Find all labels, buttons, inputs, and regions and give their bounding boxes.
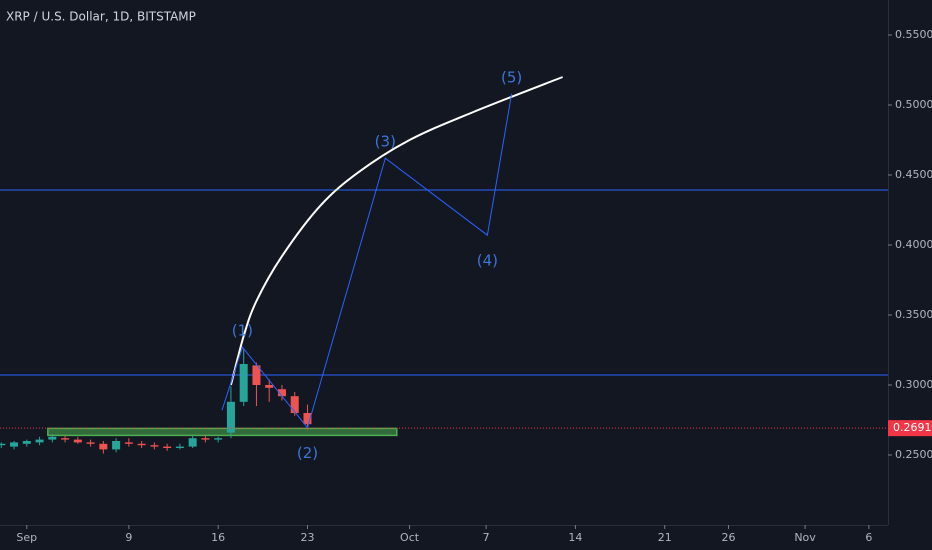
last-price-box: [888, 420, 932, 437]
x-tick-label: 7: [483, 531, 490, 544]
wave-label: (2): [297, 444, 318, 462]
candle-body: [99, 443, 108, 450]
arc: [229, 76, 564, 386]
candle-body: [35, 439, 44, 443]
candle-body: [112, 441, 121, 450]
candle-body: [150, 445, 159, 447]
y-tick-label: 0.55000: [895, 28, 932, 41]
candle-body: [290, 396, 299, 413]
candle-body: [188, 438, 197, 447]
candle-body: [303, 413, 312, 425]
candle-body: [175, 446, 184, 448]
x-tick-label: 26: [722, 531, 736, 544]
candle-body: [265, 385, 274, 388]
last-price-label: 0.26917: [893, 421, 932, 434]
candle-body: [86, 442, 95, 444]
candle-body: [277, 389, 286, 397]
candle-body: [214, 438, 223, 440]
x-tick-label: 14: [568, 531, 582, 544]
candle-body: [201, 438, 210, 440]
candle-body: [252, 365, 261, 385]
wave-path: [221, 93, 513, 429]
candle-body: [22, 441, 31, 444]
wave-label: (3): [375, 133, 396, 151]
candle-body: [137, 443, 146, 446]
wave-label: (4): [477, 252, 498, 270]
x-tick-label: 21: [658, 531, 672, 544]
candle-body: [48, 436, 57, 440]
candle-body: [124, 442, 133, 444]
x-tick-label: Nov: [794, 531, 816, 544]
candle-body: [163, 446, 172, 448]
candle-body: [239, 364, 248, 402]
x-tick-label: 9: [125, 531, 132, 544]
x-tick-label: 16: [211, 531, 225, 544]
support-zone: [47, 427, 398, 437]
x-tick-label: Sep: [16, 531, 37, 544]
candle-body: [0, 443, 6, 446]
candle-body: [10, 442, 19, 447]
wave-label: (1): [232, 322, 253, 340]
wave-label: (5): [501, 68, 522, 86]
x-tick-label: 23: [300, 531, 314, 544]
x-tick-label: Oct: [400, 531, 420, 544]
x-tick-label: 6: [865, 531, 872, 544]
candle-body: [61, 438, 70, 440]
chart-title: XRP / U.S. Dollar, 1D, BITSTAMP: [6, 10, 196, 24]
candle-body: [73, 439, 82, 443]
candle-body: [226, 401, 235, 433]
